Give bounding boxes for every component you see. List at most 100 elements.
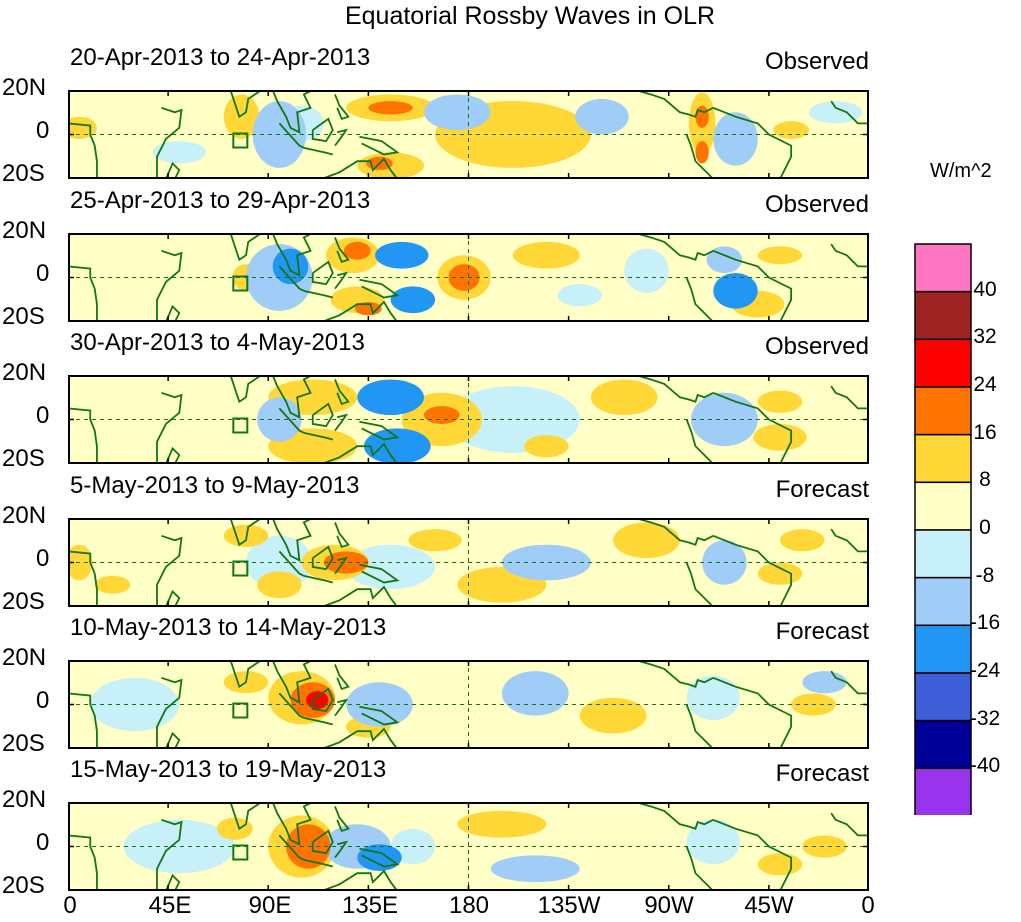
colorbar-swatch <box>914 576 972 627</box>
reference-box <box>232 702 249 719</box>
colorbar-label: 24 <box>973 373 997 396</box>
colorbar-label: 8 <box>979 468 991 492</box>
anomaly-contour <box>457 810 547 838</box>
coastline <box>229 802 263 831</box>
lat-label-20n: 20N <box>2 786 47 813</box>
coastline <box>68 407 98 464</box>
anomaly-contour <box>557 284 602 307</box>
colorbar-swatch <box>914 767 972 815</box>
coastline <box>311 545 334 571</box>
coastline <box>271 375 314 419</box>
anomaly-contour <box>346 544 436 590</box>
coastline <box>712 818 793 891</box>
coastline <box>271 518 314 562</box>
lat-label-eq: 0 <box>36 260 50 287</box>
olr-anomaly-map <box>68 90 869 179</box>
colorbar-label: 40 <box>973 277 997 301</box>
lat-label-20n: 20N <box>2 644 47 671</box>
coastline <box>271 233 314 277</box>
coastline <box>311 829 334 855</box>
map-frame <box>68 802 869 891</box>
coastline <box>359 135 400 156</box>
coastline <box>830 528 869 553</box>
anomaly-contour <box>686 819 740 865</box>
anomaly-contour <box>757 246 803 265</box>
coastline <box>311 402 334 428</box>
coastline <box>334 556 349 575</box>
anomaly-contour <box>773 121 809 139</box>
map-panel: 30-Apr-2013 to 4-May-2013 Observed 20N 0 20S <box>0 329 880 472</box>
coastline <box>334 413 349 432</box>
reference-box <box>232 275 249 292</box>
coastline <box>334 379 350 406</box>
anomaly-contour <box>424 406 460 424</box>
anomaly-contour <box>152 141 206 164</box>
anomaly-contour <box>802 835 847 858</box>
anomaly-contour <box>757 390 803 413</box>
panel-date-range: 30-Apr-2013 to 4-May-2013 <box>70 329 365 356</box>
olr-anomaly-map <box>68 518 869 607</box>
map-panel: 15-May-2013 to 19-May-2013 Forecast 20N 0 20… <box>0 756 880 899</box>
panel-date-range: 15-May-2013 to 19-May-2013 <box>70 756 387 783</box>
coastline <box>156 249 183 322</box>
lat-label-20n: 20N <box>2 217 47 244</box>
colorbar-swatch <box>914 386 972 436</box>
colorbar-swatch <box>914 433 972 484</box>
anomaly-contour <box>695 105 709 128</box>
anomaly-contour <box>375 241 429 269</box>
coastline <box>165 446 181 464</box>
anomaly-contour <box>713 273 758 309</box>
coastline <box>229 660 263 689</box>
figure-title: Equatorial Rossby Waves in OLR <box>344 2 716 30</box>
lon-label-90w: 90W <box>644 892 694 919</box>
lon-label-0: 0 <box>63 892 77 919</box>
coastline <box>712 106 793 179</box>
anomaly-contour <box>780 529 825 552</box>
anomaly-contour <box>343 241 371 260</box>
coastline <box>712 676 793 749</box>
colorbar-label: 32 <box>973 325 997 349</box>
panel-type-label: Forecast <box>775 760 869 787</box>
anomaly-contour <box>357 379 424 416</box>
coastline <box>311 687 334 713</box>
anomaly-contour <box>513 241 580 269</box>
coastline <box>321 157 399 179</box>
coastline <box>635 90 714 118</box>
coastline <box>685 134 714 179</box>
panel-type-label: Observed <box>764 191 869 218</box>
anomaly-contour <box>713 112 758 166</box>
anomaly-contour <box>448 264 480 291</box>
anomaly-contour <box>490 855 580 883</box>
map-frame <box>68 233 869 322</box>
anomaly-contour <box>753 423 807 451</box>
anomaly-contour <box>575 98 629 135</box>
coastline <box>303 146 333 156</box>
coastline <box>321 442 399 464</box>
coastline <box>278 265 305 292</box>
anomaly-contour <box>168 259 235 296</box>
lat-label-20s: 20S <box>2 160 45 187</box>
reference-box <box>232 132 249 149</box>
lon-label-90e: 90E <box>248 892 292 919</box>
coastline <box>685 704 714 749</box>
coastline <box>635 660 714 688</box>
coastline <box>685 419 714 464</box>
olr-anomaly-map <box>68 375 869 464</box>
anomaly-contour <box>68 386 202 431</box>
colorbar <box>914 243 972 815</box>
anomaly-contour <box>390 286 436 314</box>
anomaly-contour <box>706 246 743 274</box>
coastline <box>229 90 263 119</box>
coastline <box>311 117 334 143</box>
coastline <box>712 249 793 322</box>
coastline <box>334 664 350 691</box>
coastline <box>156 534 183 607</box>
coastline <box>359 420 400 441</box>
map-panel: 5-May-2013 to 9-May-2013 Forecast 20N 0 20S <box>0 472 880 615</box>
coastline <box>635 233 714 261</box>
reference-box <box>232 417 249 434</box>
colorbar-swatch <box>914 243 972 293</box>
panel-type-label: Forecast <box>775 476 869 503</box>
colorbar-swatch <box>914 672 972 722</box>
lon-label-135w: 135W <box>537 892 601 919</box>
